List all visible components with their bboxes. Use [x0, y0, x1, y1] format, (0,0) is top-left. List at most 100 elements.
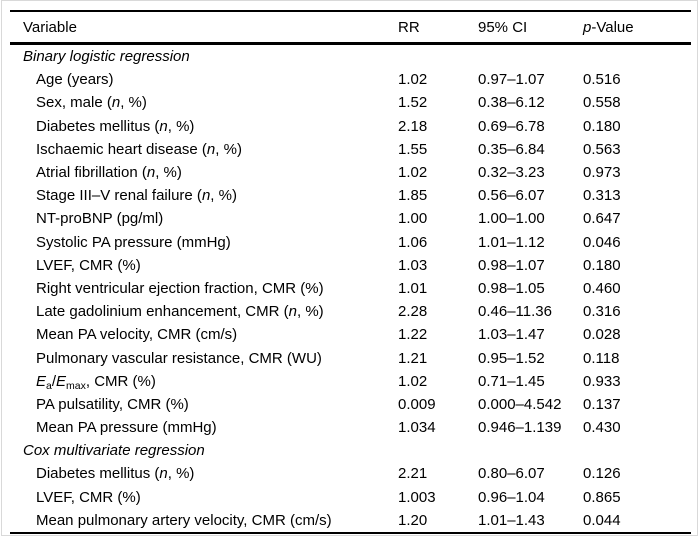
table-row: NT-proBNP (pg/ml) 1.00 1.00–1.00 0.647 — [10, 207, 691, 230]
table-row: Stage III–V renal failure (n, %) 1.85 0.… — [10, 184, 691, 207]
variable-cell: Right ventricular ejection fraction, CMR… — [36, 279, 324, 297]
variable-cell: LVEF, CMR (%) — [36, 488, 141, 506]
p-cell: 0.028 — [583, 326, 621, 344]
ci-cell: 0.69–6.78 — [478, 117, 545, 135]
rr-cell: 1.85 — [398, 187, 428, 205]
p-cell: 0.316 — [583, 303, 621, 321]
p-cell: 0.647 — [583, 210, 621, 228]
rr-cell: 1.03 — [398, 256, 428, 274]
rr-cell: 1.06 — [398, 233, 428, 251]
rr-cell: 1.20 — [398, 511, 428, 529]
table-row: Right ventricular ejection fraction, CMR… — [10, 277, 691, 300]
header-row: Variable RR 95% CI p-Value — [10, 11, 691, 45]
ci-cell: 1.00–1.00 — [478, 210, 545, 228]
p-cell: 0.973 — [583, 164, 621, 182]
ci-cell: 0.32–3.23 — [478, 164, 545, 182]
ci-cell: 0.97–1.07 — [478, 71, 545, 89]
p-cell: 0.118 — [583, 349, 620, 367]
section-header: Binary logistic regression — [23, 48, 190, 66]
rr-cell: 1.00 — [398, 210, 428, 228]
rr-cell: 1.01 — [398, 279, 428, 297]
table-header: Variable RR 95% CI p-Value — [10, 11, 691, 45]
p-cell: 0.137 — [583, 395, 621, 413]
rr-cell: 1.21 — [398, 349, 428, 367]
variable-cell: Sex, male (n, %) — [36, 94, 147, 112]
p-cell: 0.865 — [583, 488, 621, 506]
section-header: Cox multivariate regression — [23, 442, 205, 460]
variable-cell: NT-proBNP (pg/ml) — [36, 210, 164, 228]
col-header-ci: 95% CI — [478, 11, 583, 45]
p-cell: 0.430 — [583, 419, 621, 437]
table-row: Ischaemic heart disease (n, %) 1.55 0.35… — [10, 138, 691, 161]
rr-cell: 1.034 — [398, 419, 436, 437]
rr-cell: 2.21 — [398, 465, 428, 483]
col-header-variable: Variable — [10, 11, 398, 45]
ci-cell: 1.01–1.12 — [478, 233, 545, 251]
ci-cell: 0.98–1.05 — [478, 279, 545, 297]
rr-cell: 1.003 — [398, 488, 436, 506]
ci-cell: 1.03–1.47 — [478, 326, 545, 344]
variable-cell: Diabetes mellitus (n, %) — [36, 117, 195, 135]
rr-cell: 0.009 — [398, 395, 436, 413]
p-cell: 0.180 — [583, 117, 621, 135]
p-cell: 0.313 — [583, 187, 621, 205]
table-row: Systolic PA pressure (mmHg) 1.06 1.01–1.… — [10, 231, 691, 254]
ci-cell: 0.71–1.45 — [478, 372, 545, 390]
variable-cell: Pulmonary vascular resistance, CMR (WU) — [36, 349, 322, 367]
variable-cell: Mean PA pressure (mmHg) — [36, 419, 217, 437]
p-cell: 0.563 — [583, 140, 621, 158]
ci-cell: 0.38–6.12 — [478, 94, 545, 112]
table-row: PA pulsatility, CMR (%) 0.009 0.000–4.54… — [10, 393, 691, 416]
section-row-cox-multivariate: Cox multivariate regression — [10, 439, 691, 462]
ci-cell: 1.01–1.43 — [478, 511, 545, 529]
rr-cell: 2.28 — [398, 303, 428, 321]
table-row: Atrial fibrillation (n, %) 1.02 0.32–3.2… — [10, 161, 691, 184]
table-row: Diabetes mellitus (n, %) 2.18 0.69–6.78 … — [10, 115, 691, 138]
col-header-p-value: p-Value — [583, 11, 691, 45]
rr-cell: 1.52 — [398, 94, 428, 112]
ci-cell: 0.946–1.139 — [478, 419, 562, 437]
rr-cell: 1.02 — [398, 71, 428, 89]
p-cell: 0.180 — [583, 256, 621, 274]
variable-cell: LVEF, CMR (%) — [36, 256, 141, 274]
rr-cell: 1.22 — [398, 326, 428, 344]
table-row: Ea/Emax, CMR (%) 1.02 0.71–1.45 0.933 — [10, 370, 691, 393]
rr-cell: 1.02 — [398, 164, 428, 182]
variable-cell: Ea/Emax, CMR (%) — [36, 372, 156, 393]
ci-cell: 0.80–6.07 — [478, 465, 545, 483]
ci-cell: 0.000–4.542 — [478, 395, 562, 413]
variable-cell: Late gadolinium enhancement, CMR (n, %) — [36, 303, 324, 321]
ci-cell: 0.95–1.52 — [478, 349, 545, 367]
variable-cell: Stage III–V renal failure (n, %) — [36, 187, 237, 205]
ci-cell: 0.96–1.04 — [478, 488, 545, 506]
table-row: Mean pulmonary artery velocity, CMR (cm/… — [10, 509, 691, 533]
p-cell: 0.460 — [583, 279, 621, 297]
table-row: LVEF, CMR (%) 1.03 0.98–1.07 0.180 — [10, 254, 691, 277]
ci-cell: 0.35–6.84 — [478, 140, 545, 158]
regression-results-table: Variable RR 95% CI p-Value Binary logist… — [10, 10, 691, 534]
ci-cell: 0.56–6.07 — [478, 187, 545, 205]
rr-cell: 1.55 — [398, 140, 428, 158]
table-row: Diabetes mellitus (n, %) 2.21 0.80–6.07 … — [10, 462, 691, 485]
p-cell: 0.558 — [583, 94, 621, 112]
ci-cell: 0.46–11.36 — [478, 303, 552, 321]
p-cell: 0.046 — [583, 233, 621, 251]
p-cell: 0.044 — [583, 511, 621, 529]
table-row: Sex, male (n, %) 1.52 0.38–6.12 0.558 — [10, 91, 691, 114]
variable-cell: Diabetes mellitus (n, %) — [36, 465, 195, 483]
variable-cell: Age (years) — [36, 71, 114, 89]
rr-cell: 2.18 — [398, 117, 428, 135]
variable-cell: PA pulsatility, CMR (%) — [36, 395, 189, 413]
rr-cell: 1.02 — [398, 372, 428, 390]
p-cell: 0.933 — [583, 372, 621, 390]
table-row: Pulmonary vascular resistance, CMR (WU) … — [10, 346, 691, 369]
variable-cell: Mean pulmonary artery velocity, CMR (cm/… — [36, 511, 332, 529]
table-body: Binary logistic regression Age (years) 1… — [10, 44, 691, 533]
variable-cell: Atrial fibrillation (n, %) — [36, 164, 182, 182]
p-cell: 0.126 — [583, 465, 621, 483]
table-row: Mean PA velocity, CMR (cm/s) 1.22 1.03–1… — [10, 323, 691, 346]
p-cell: 0.516 — [583, 71, 621, 89]
table-image-frame — [1, 0, 698, 536]
ci-cell: 0.98–1.07 — [478, 256, 545, 274]
table-row: Mean PA pressure (mmHg) 1.034 0.946–1.13… — [10, 416, 691, 439]
